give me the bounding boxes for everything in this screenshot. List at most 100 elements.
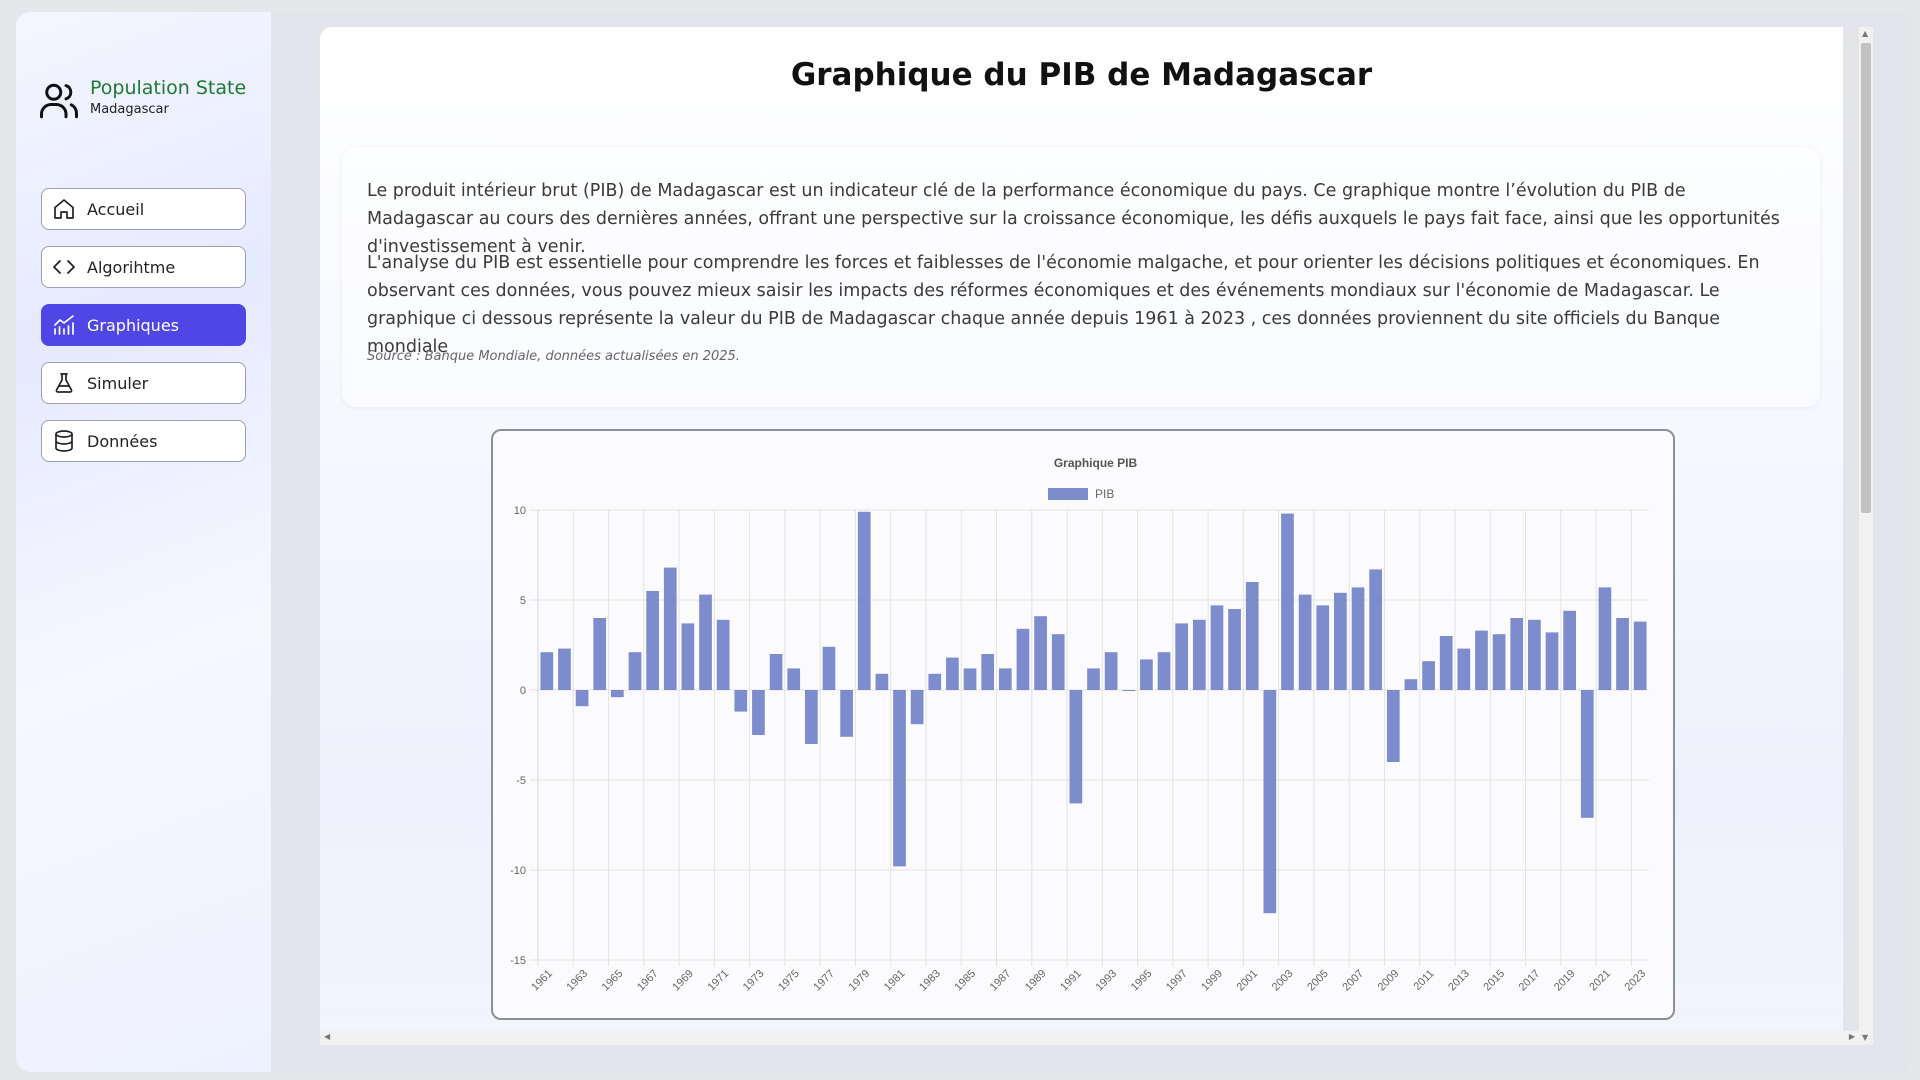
app-window: Population State Madagascar Accueil Algo… (16, 12, 1912, 1072)
code-icon (53, 260, 75, 274)
bar-2019 (1563, 610, 1576, 690)
sidebar-item-algorithme[interactable]: Algorihtme (41, 246, 246, 288)
bar-2007 (1351, 587, 1365, 690)
sidebar-item-simuler[interactable]: Simuler (41, 362, 246, 404)
bar-1976 (804, 690, 818, 744)
bar-1969 (681, 623, 695, 690)
main-area: Graphique du PIB de Madagascar Le produi… (271, 12, 1912, 1072)
bar-1962 (558, 648, 571, 690)
flask-icon (55, 373, 73, 393)
bar-1966 (628, 652, 642, 690)
bar-2017 (1528, 619, 1541, 690)
bar-2008 (1369, 569, 1383, 690)
users-icon (40, 83, 78, 119)
x-tick-label: 2003 (1270, 968, 1296, 994)
bar-1973 (752, 690, 765, 735)
sidebar-item-accueil[interactable]: Accueil (41, 188, 246, 230)
x-tick-label: 2005 (1305, 968, 1331, 994)
sidebar-item-graphiques[interactable]: Graphiques (41, 304, 246, 346)
chart-icon (54, 315, 74, 335)
content-panel: Graphique du PIB de Madagascar Le produi… (320, 27, 1843, 1045)
x-tick-label: 2007 (1340, 968, 1366, 994)
x-tick-label: 1983 (917, 968, 943, 994)
vertical-scroll-thumb[interactable] (1861, 43, 1871, 513)
x-tick-label: 1967 (635, 968, 661, 994)
y-tick-label: -15 (510, 955, 526, 967)
bar-2022 (1616, 618, 1629, 690)
x-tick-label: 1997 (1164, 968, 1190, 994)
x-tick-label: 1975 (776, 968, 802, 994)
bar-1979 (857, 511, 871, 690)
bar-2015 (1492, 634, 1506, 690)
scroll-down-icon[interactable]: ▼ (1862, 1033, 1869, 1042)
intro-paragraph-1: Le produit intérieur brut (PIB) de Madag… (367, 181, 1780, 257)
bar-1967 (646, 591, 659, 690)
x-tick-label: 2021 (1587, 968, 1613, 994)
bar-1996 (1157, 652, 1171, 690)
bar-2020 (1580, 690, 1594, 818)
x-tick-label: 1961 (529, 968, 555, 994)
bar-1995 (1140, 659, 1153, 690)
bar-1984 (946, 657, 959, 690)
bar-1988 (1016, 628, 1030, 690)
bar-1982 (910, 690, 924, 725)
intro-paragraph-2: L'analyse du PIB est essentielle pour co… (367, 253, 1760, 357)
bar-2002 (1263, 690, 1277, 914)
bar-1989 (1034, 616, 1047, 690)
bar-1994 (1122, 690, 1136, 691)
bar-1978 (840, 690, 853, 737)
bar-1961 (540, 652, 554, 690)
y-tick-label: -5 (516, 775, 526, 787)
bar-2003 (1281, 513, 1294, 690)
bar-1993 (1104, 652, 1118, 690)
chart-container: Graphique PIB PIB 10 5 0 -5 -10 -15 1961 1963 1965… (491, 429, 1675, 1020)
bar-1974 (769, 654, 783, 690)
bar-2000 (1228, 609, 1241, 690)
x-tick-label: 1971 (705, 968, 731, 994)
bar-1981 (893, 690, 906, 867)
x-tick-label: 1985 (952, 968, 978, 994)
x-tick-label: 1965 (600, 968, 626, 994)
y-tick-label: 10 (514, 505, 526, 517)
source-note: Source : Banque Mondiale, données actual… (367, 349, 740, 364)
bar-2001 (1245, 582, 1259, 690)
bar-2014 (1475, 630, 1488, 690)
sidebar-item-donnees[interactable]: Données (41, 420, 246, 462)
y-tick-label: -10 (510, 865, 526, 877)
bar-1992 (1087, 668, 1100, 690)
bar-1986 (981, 654, 995, 690)
chart-title: Graphique PIB (1054, 456, 1138, 470)
bar-2011 (1422, 661, 1435, 690)
bar-1999 (1210, 605, 1224, 690)
bar-2012 (1439, 636, 1453, 690)
x-tick-label: 1989 (1023, 968, 1049, 994)
scroll-left-icon[interactable]: ◀ (324, 1032, 331, 1041)
bar-2021 (1598, 587, 1612, 690)
bar-1987 (998, 668, 1012, 690)
y-tick-label: 0 (520, 685, 526, 697)
scroll-up-icon[interactable]: ▲ (1862, 29, 1869, 38)
x-tick-label: 2013 (1446, 968, 1472, 994)
sidebar-item-label: Graphiques (87, 315, 179, 335)
x-tick-label: 2023 (1623, 968, 1649, 994)
x-tick-label: 1963 (564, 968, 590, 994)
brand-title: Population State (90, 77, 247, 99)
bar-1990 (1051, 634, 1065, 690)
sidebar-item-label: Simuler (87, 373, 149, 393)
x-tick-label: 2015 (1481, 968, 1507, 994)
x-tick-label: 2017 (1517, 968, 1543, 994)
bar-1983 (928, 673, 942, 690)
bar-1972 (734, 690, 748, 712)
scroll-right-icon[interactable]: ▶ (1848, 1032, 1855, 1041)
sidebar: Population State Madagascar Accueil Algo… (16, 12, 271, 1072)
brand[interactable]: Population State Madagascar (38, 76, 246, 122)
bar-2004 (1298, 594, 1312, 690)
horizontal-scrollbar[interactable]: ◀ ▶ (320, 1031, 1859, 1045)
x-tick-label: 1977 (811, 968, 837, 994)
intro-card (342, 147, 1820, 407)
x-tick-label: 1981 (882, 968, 908, 994)
x-tick-label: 1979 (847, 968, 873, 994)
x-tick-label: 1987 (988, 968, 1014, 994)
vertical-scrollbar[interactable]: ▲ ▼ (1859, 27, 1873, 1045)
bar-2009 (1386, 690, 1400, 762)
